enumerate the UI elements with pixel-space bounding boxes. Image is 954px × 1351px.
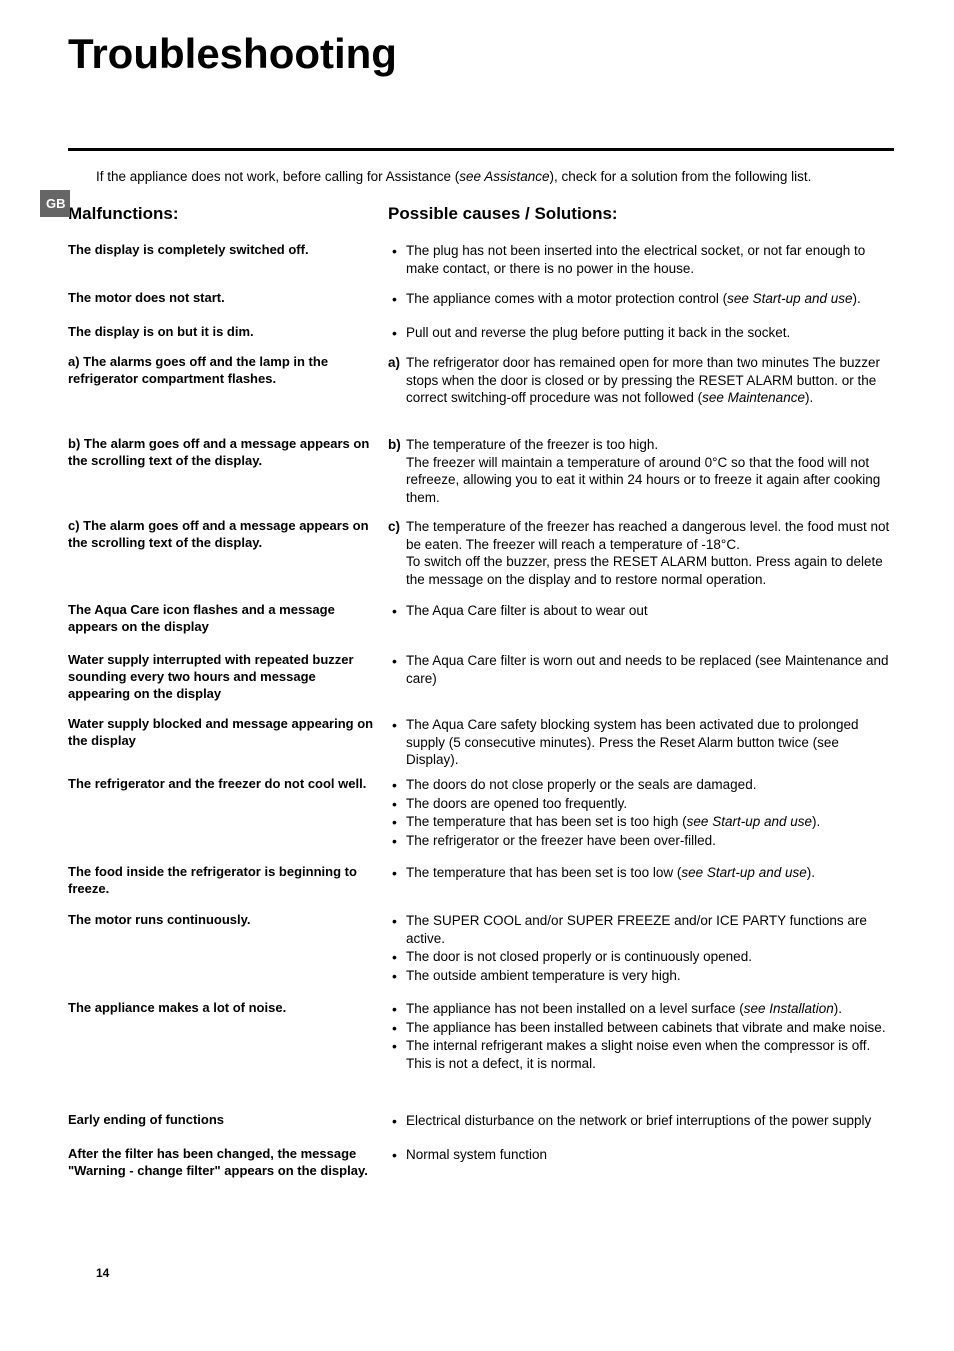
table-row: The motor does not start. The appliance c… — [68, 290, 894, 324]
table-row: After the filter has been changed, the m… — [68, 1146, 894, 1206]
solution-item: The Aqua Care filter is about to wear ou… — [406, 602, 894, 620]
solution-block: Normal system function — [388, 1146, 894, 1164]
solution-item: The temperature that has been set is too… — [406, 864, 894, 882]
solution-block: The Aqua Care filter is worn out and nee… — [388, 652, 894, 687]
table-row: The food inside the refrigerator is begi… — [68, 864, 894, 912]
solution-item: The doors are opened too frequently. — [406, 795, 894, 813]
malfunction-text: c) The alarm goes off and a message appe… — [68, 518, 388, 552]
solution-block: The plug has not been inserted into the … — [388, 242, 894, 277]
solution-item: The appliance comes with a motor protect… — [406, 290, 894, 308]
malfunction-text: The display is completely switched off. — [68, 242, 388, 259]
table-row: a) The alarms goes off and the lamp in t… — [68, 354, 894, 436]
horizontal-rule — [68, 148, 894, 151]
table-row: The Aqua Care icon flashes and a message… — [68, 602, 894, 652]
solution-block: The temperature that has been set is too… — [388, 864, 894, 882]
solution-block: The SUPER COOL and/or SUPER FREEZE and/o… — [388, 912, 894, 984]
solution-item: The plug has not been inserted into the … — [406, 242, 894, 277]
solution-block: c)The temperature of the freezer has rea… — [388, 518, 894, 588]
solution-block: The Aqua Care safety blocking system has… — [388, 716, 894, 769]
solutions-heading: Possible causes / Solutions: — [388, 204, 894, 224]
malfunction-text: b) The alarm goes off and a message appe… — [68, 436, 388, 470]
malfunction-text: The appliance makes a lot of noise. — [68, 1000, 388, 1017]
solution-block: a)The refrigerator door has remained ope… — [388, 354, 894, 407]
solution-item: The appliance has not been installed on … — [406, 1000, 894, 1018]
malfunction-text: Early ending of functions — [68, 1112, 388, 1129]
troubleshooting-table: The display is completely switched off. T… — [68, 242, 894, 1206]
solution-item: The door is not closed properly or is co… — [406, 948, 894, 966]
table-row: The display is completely switched off. T… — [68, 242, 894, 290]
table-row: The motor runs continuously. The SUPER CO… — [68, 912, 894, 1000]
table-row: The refrigerator and the freezer do not … — [68, 776, 894, 864]
page-title: Troubleshooting — [68, 30, 914, 78]
intro-text: If the appliance does not work, before c… — [96, 169, 894, 184]
solution-block: Pull out and reverse the plug before put… — [388, 324, 894, 342]
malfunction-text: The motor does not start. — [68, 290, 388, 307]
table-row: Early ending of functions Electrical dist… — [68, 1112, 894, 1146]
solution-item: The temperature that has been set is too… — [406, 813, 894, 831]
page-number: 14 — [96, 1266, 914, 1280]
table-row: Water supply interrupted with repeated b… — [68, 652, 894, 716]
malfunction-text: Water supply blocked and message appeari… — [68, 716, 388, 750]
solution-item: Pull out and reverse the plug before put… — [406, 324, 894, 342]
table-row: b) The alarm goes off and a message appe… — [68, 436, 894, 518]
headings-row: Malfunctions: Possible causes / Solution… — [68, 204, 894, 242]
table-row: The appliance makes a lot of noise. The a… — [68, 1000, 894, 1112]
solution-block: The Aqua Care filter is about to wear ou… — [388, 602, 894, 620]
malfunction-text: Water supply interrupted with repeated b… — [68, 652, 388, 703]
malfunctions-heading: Malfunctions: — [68, 204, 388, 224]
solution-item: The SUPER COOL and/or SUPER FREEZE and/o… — [406, 912, 894, 947]
intro-suffix: ), check for a solution from the followi… — [550, 169, 812, 184]
solution-item: The doors do not close properly or the s… — [406, 776, 894, 794]
malfunction-text: The Aqua Care icon flashes and a message… — [68, 602, 388, 636]
solution-item: The internal refrigerant makes a slight … — [406, 1037, 894, 1072]
intro-prefix: If the appliance does not work, before c… — [96, 169, 459, 184]
solution-item: The outside ambient temperature is very … — [406, 967, 894, 985]
malfunction-text: The food inside the refrigerator is begi… — [68, 864, 388, 898]
solution-block: Electrical disturbance on the network or… — [388, 1112, 894, 1130]
malfunction-text: The display is on but it is dim. — [68, 324, 388, 341]
solution-item: The appliance has been installed between… — [406, 1019, 894, 1037]
solution-item: The refrigerator or the freezer have bee… — [406, 832, 894, 850]
solution-item: The Aqua Care safety blocking system has… — [406, 716, 894, 769]
malfunction-text: The motor runs continuously. — [68, 912, 388, 929]
malfunction-text: a) The alarms goes off and the lamp in t… — [68, 354, 388, 388]
table-row: Water supply blocked and message appeari… — [68, 716, 894, 776]
solution-item: The Aqua Care filter is worn out and nee… — [406, 652, 894, 687]
solution-block: The appliance comes with a motor protect… — [388, 290, 894, 308]
table-row: The display is on but it is dim. Pull out… — [68, 324, 894, 354]
table-row: c) The alarm goes off and a message appe… — [68, 518, 894, 602]
solution-item: Normal system function — [406, 1146, 894, 1164]
solution-letter: a) — [388, 354, 400, 372]
intro-italic: see Assistance — [459, 169, 549, 184]
malfunction-text: The refrigerator and the freezer do not … — [68, 776, 388, 793]
malfunction-text: After the filter has been changed, the m… — [68, 1146, 388, 1180]
solution-block: b)The temperature of the freezer is too … — [388, 436, 894, 506]
solution-block: The appliance has not been installed on … — [388, 1000, 894, 1072]
language-badge: GB — [40, 190, 70, 217]
solution-block: The doors do not close properly or the s… — [388, 776, 894, 849]
solution-letter: b) — [388, 436, 401, 454]
solution-letter: c) — [388, 518, 400, 536]
solution-item: Electrical disturbance on the network or… — [406, 1112, 894, 1130]
